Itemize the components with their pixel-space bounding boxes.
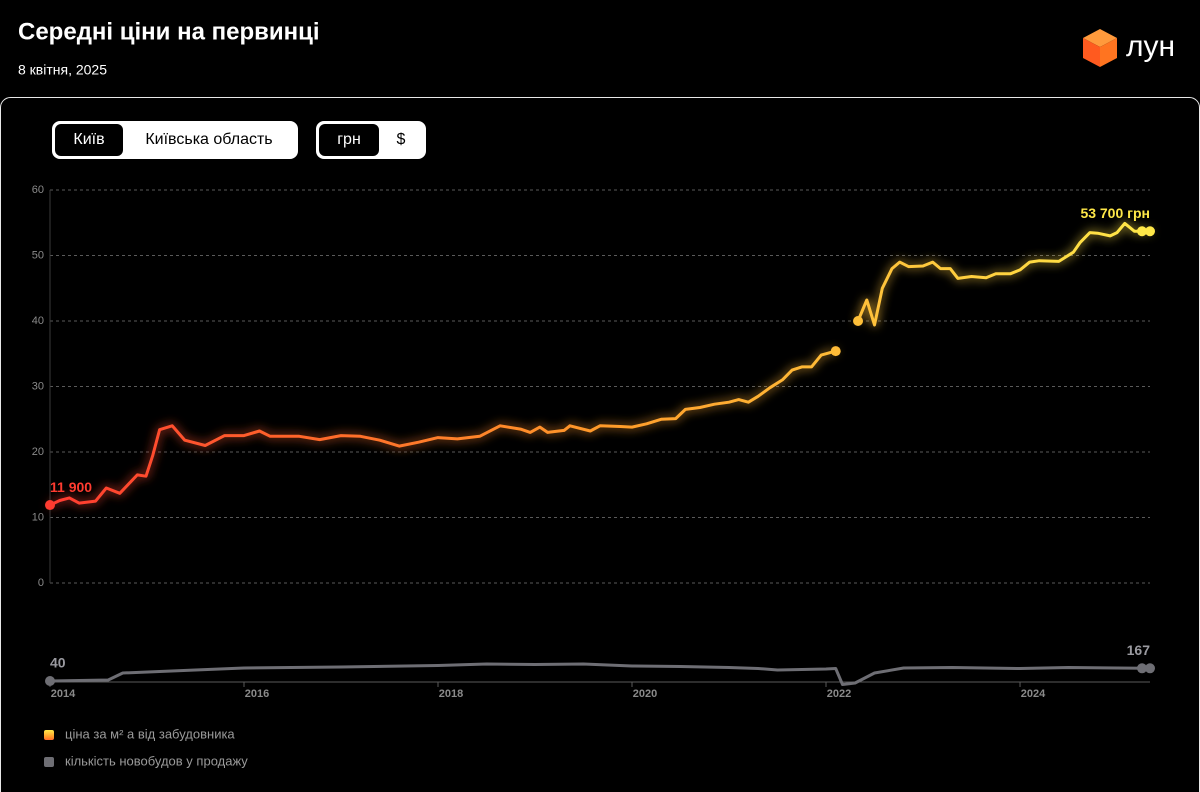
y-tick-label: 20 <box>32 446 44 458</box>
x-tick-label: 2018 <box>439 688 463 700</box>
currency-toggle: грн $ <box>316 121 426 159</box>
data-label: 40 <box>50 655 66 671</box>
page-date: 8 квітня, 2025 <box>18 62 107 78</box>
toggle-option[interactable]: $ <box>397 131 406 148</box>
point-marker-halo <box>1137 663 1147 674</box>
toggle-selected <box>319 124 379 156</box>
point-marker <box>45 676 55 686</box>
logo-cube-left <box>1083 38 1100 67</box>
y-tick-label: 0 <box>38 577 44 589</box>
toggle-option[interactable]: Київська область <box>145 131 272 148</box>
y-tick-label: 60 <box>32 184 44 196</box>
point-marker <box>45 500 55 511</box>
region-toggle: Київ Київська область <box>52 121 298 159</box>
x-tick-label: 2024 <box>1021 688 1046 700</box>
toggle-option[interactable]: грн <box>337 131 361 148</box>
data-label: 53 700 грн <box>1080 205 1150 221</box>
logo-text: лун <box>1126 30 1175 63</box>
legend-swatch <box>44 730 54 740</box>
y-tick-label: 10 <box>32 511 44 523</box>
legend-label: кількість новобудов у продажу <box>65 753 248 768</box>
logo[interactable]: лун <box>1083 29 1175 67</box>
point-marker <box>830 346 841 357</box>
x-tick-label: 2022 <box>827 688 851 700</box>
y-tick-label: 50 <box>32 249 44 261</box>
logo-cube-right <box>1100 38 1117 67</box>
series-line <box>48 662 1152 686</box>
x-tick-label: 2016 <box>245 688 269 700</box>
series-line <box>48 221 1152 507</box>
toggle-option[interactable]: Київ <box>73 131 104 148</box>
data-label: 11 900 <box>50 479 92 495</box>
x-tick-label: 2014 <box>51 688 76 700</box>
point-marker <box>1145 226 1155 237</box>
data-label: 167 <box>1127 642 1151 658</box>
legend-label: ціна за м² а від забудовника <box>65 726 235 741</box>
x-tick-label: 2020 <box>633 688 657 700</box>
point-marker-halo <box>1137 226 1147 237</box>
y-tick-label: 40 <box>32 315 44 327</box>
toggle-selected <box>55 124 123 156</box>
legend-swatch <box>44 757 54 767</box>
point-marker <box>853 316 864 326</box>
page-title: Середні ціни на первинці <box>18 18 320 45</box>
chart-panel <box>0 97 1200 792</box>
point-marker <box>1145 663 1155 674</box>
y-tick-label: 30 <box>32 380 44 392</box>
